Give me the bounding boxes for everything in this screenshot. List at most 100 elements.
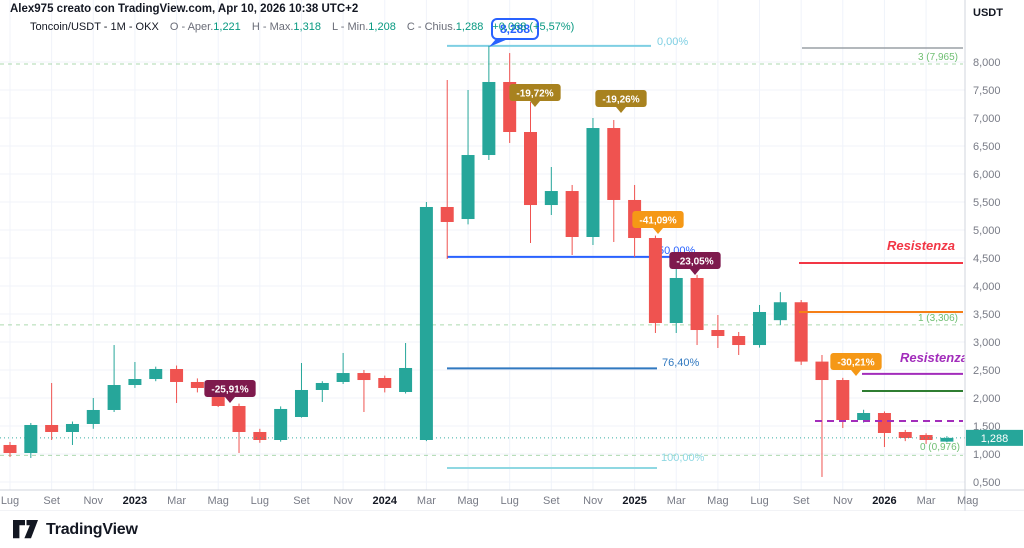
candle[interactable] — [524, 132, 537, 206]
time-axis-tick: Mar — [417, 495, 436, 507]
candle[interactable] — [940, 437, 954, 442]
change-value: +0,068 (+5,57%) — [492, 21, 575, 33]
percent-callout-pointer — [530, 101, 540, 107]
candle[interactable] — [877, 413, 891, 433]
candle[interactable] — [65, 423, 79, 432]
price-axis-panel — [965, 0, 1024, 548]
close-value: 1,288 — [455, 21, 484, 33]
candle[interactable] — [45, 424, 59, 432]
candle[interactable] — [565, 191, 579, 237]
candle[interactable] — [107, 385, 121, 410]
percent-callout — [595, 90, 647, 107]
candle[interactable] — [170, 368, 184, 382]
high-value: 1,318 — [293, 21, 321, 33]
resistenza-label: Resistenza — [887, 238, 955, 253]
low-value: 1,208 — [368, 21, 396, 33]
attribution-text: Alex975 creato con TradingView.com, Apr … — [10, 3, 359, 15]
brand-name: TradingView — [46, 520, 138, 538]
percent-callout — [830, 353, 882, 370]
time-axis-tick: 2026 — [872, 495, 896, 507]
candle[interactable] — [378, 378, 392, 388]
candle[interactable] — [669, 277, 683, 324]
candle[interactable] — [753, 311, 767, 346]
high-callout — [491, 18, 539, 40]
time-axis-tick: Set — [43, 495, 60, 507]
time-axis-tick: Lug — [1, 495, 19, 507]
candle[interactable] — [794, 302, 808, 362]
time-axis-tick: Lug — [750, 495, 768, 507]
candle[interactable] — [232, 406, 246, 432]
candle[interactable] — [586, 128, 600, 237]
candle[interactable] — [315, 382, 329, 390]
fib-level-label: 0,00% — [657, 36, 688, 48]
price-axis-tick: 3,500 — [973, 309, 1001, 321]
price-axis-tick: 3,000 — [973, 337, 1001, 349]
fib-extension-label: 0 (0,976) — [920, 442, 960, 453]
high-label: H - Max. — [251, 21, 294, 33]
fib-level-label: 76,40% — [662, 357, 700, 369]
time-axis-tick: Mar — [917, 495, 936, 507]
candle[interactable] — [648, 238, 662, 324]
time-axis-tick: Mag — [207, 495, 228, 507]
candle[interactable] — [128, 379, 142, 386]
fib-level-label: 100,00% — [661, 452, 705, 464]
time-axis-tick: Mag — [457, 495, 478, 507]
tradingview-logo[interactable]: TradingView — [13, 519, 138, 540]
time-axis-tick: Set — [543, 495, 560, 507]
candle[interactable] — [732, 336, 746, 346]
time-axis-tick: Mar — [667, 495, 686, 507]
candle[interactable] — [836, 380, 850, 421]
candle[interactable] — [357, 373, 371, 381]
price-axis-tick: 5,000 — [973, 225, 1001, 237]
candle[interactable] — [399, 367, 413, 393]
candle[interactable] — [898, 431, 912, 438]
open-value: 1,221 — [213, 21, 241, 33]
percent-callout-text: -19,72% — [516, 89, 553, 100]
candle[interactable] — [149, 368, 163, 380]
high-callout-text: 8,288 — [500, 22, 530, 36]
price-axis-tick: 4,000 — [973, 281, 1001, 293]
price-axis-tick: 0,500 — [973, 477, 1001, 489]
percent-callout-text: -19,26% — [602, 95, 639, 106]
candle[interactable] — [86, 409, 100, 424]
price-axis-unit: USDT — [973, 7, 1003, 19]
candle[interactable] — [482, 81, 496, 156]
candle[interactable] — [336, 373, 350, 382]
chart-legend[interactable]: Toncoin/USDT - 1M - OKX O - Aper.1,221 H… — [30, 21, 574, 33]
symbol-title: Toncoin/USDT - 1M - OKX — [30, 21, 159, 33]
tradingview-logo-icon — [13, 519, 38, 538]
price-axis-tick: 8,000 — [973, 57, 1001, 69]
candle[interactable] — [607, 128, 621, 200]
candle[interactable] — [253, 431, 267, 440]
candle[interactable] — [815, 361, 829, 381]
candle[interactable] — [773, 302, 787, 321]
candle[interactable] — [461, 155, 475, 220]
candle[interactable] — [544, 191, 558, 206]
candle[interactable] — [294, 389, 308, 417]
candle[interactable] — [419, 206, 433, 440]
candle[interactable] — [919, 435, 933, 440]
percent-callout-text: -23,05% — [676, 257, 713, 268]
candle[interactable] — [24, 424, 38, 453]
candle[interactable] — [190, 381, 204, 388]
candle[interactable] — [3, 444, 17, 453]
time-axis-tick: 2023 — [123, 495, 147, 507]
candle[interactable] — [274, 408, 288, 440]
close-label: C - Chius. — [406, 21, 456, 33]
time-axis-tick: Set — [293, 495, 310, 507]
candle[interactable] — [857, 413, 871, 421]
candle[interactable] — [690, 277, 704, 331]
candle[interactable] — [440, 206, 454, 222]
fib-extension-label: 1 (3,306) — [918, 313, 958, 324]
price-axis-tick: 2,000 — [973, 393, 1001, 405]
candle[interactable] — [711, 330, 725, 337]
footer-bar: TradingView — [0, 511, 1024, 548]
percent-callout-text: -41,09% — [639, 216, 676, 227]
time-axis-tick: Nov — [333, 495, 353, 507]
price-axis-tick: 6,000 — [973, 169, 1001, 181]
time-axis-tick: Nov — [83, 495, 103, 507]
price-axis-tick: 6,500 — [973, 141, 1001, 153]
percent-callout-pointer — [653, 228, 663, 234]
